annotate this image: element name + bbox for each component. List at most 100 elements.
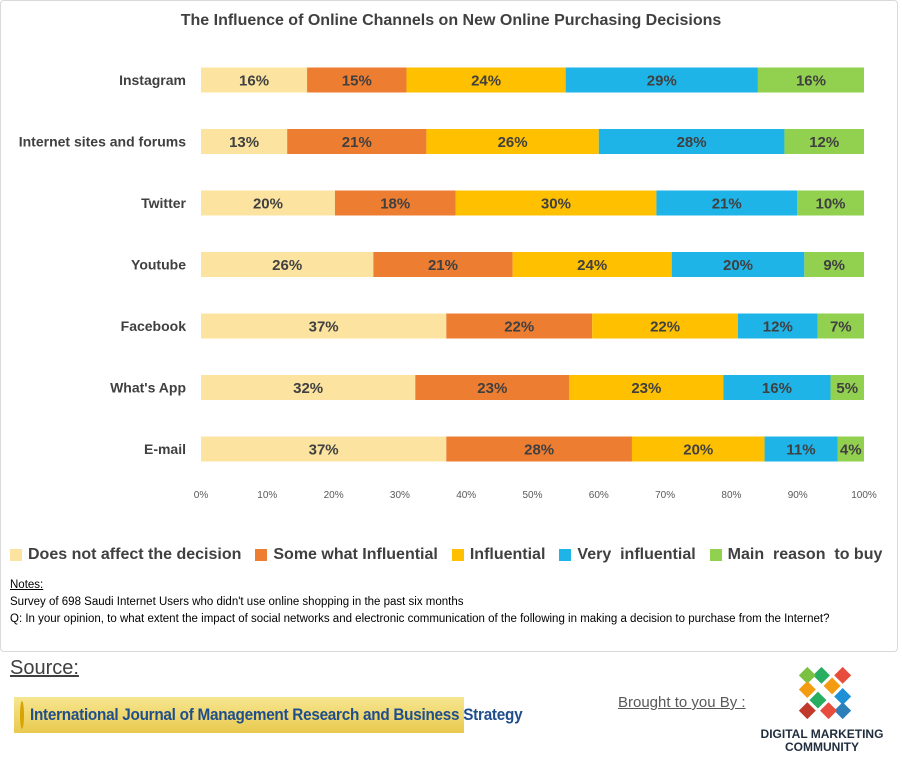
bar-segment	[201, 252, 374, 277]
bar-segment	[446, 436, 632, 462]
bar-segment	[307, 67, 407, 93]
data-label: 21%	[428, 257, 458, 274]
x-tick-label: 0%	[194, 490, 209, 501]
logo-text-line2: COMMUNITY	[785, 740, 859, 754]
chart-frame	[0, 0, 898, 652]
bar-segment	[201, 190, 335, 216]
data-label: 16%	[239, 73, 269, 90]
legend-item: Influential	[451, 546, 546, 564]
bar-segment	[631, 436, 765, 462]
data-label: 37%	[309, 319, 339, 336]
bar-segment	[784, 129, 864, 154]
notes-question-text: Q: In your opinion, to what extent the i…	[10, 613, 830, 625]
data-label: 28%	[524, 442, 554, 459]
bar-segment	[201, 67, 308, 93]
data-label: 20%	[723, 257, 753, 274]
bar-segment	[671, 252, 805, 277]
bar-segment	[426, 129, 599, 154]
bar-segment	[656, 190, 798, 216]
bar-segment	[415, 375, 570, 400]
logo-text-line1: DIGITAL MARKETING	[760, 727, 884, 741]
category-label: Internet sites and forums	[19, 134, 186, 150]
notes-title: Notes:	[10, 579, 44, 591]
notes-survey-text: Survey of 698 Saudi Internet Users who d…	[10, 596, 464, 608]
bar-segment	[569, 375, 724, 400]
data-label: 23%	[631, 380, 661, 397]
legend-swatch	[559, 549, 572, 561]
legend-item: Main reason to buy	[709, 546, 883, 564]
x-tick-label: 60%	[589, 490, 609, 501]
bar-segment	[512, 252, 672, 277]
bar-segment	[565, 67, 758, 93]
x-tick-label: 100%	[851, 490, 877, 501]
data-label: 15%	[342, 73, 372, 90]
data-label: 28%	[677, 134, 707, 151]
data-label: 24%	[577, 257, 607, 274]
legend-label: Very influential	[577, 546, 696, 563]
data-label: 9%	[823, 257, 845, 274]
category-label: Instagram	[119, 72, 186, 88]
data-label: 16%	[796, 73, 826, 90]
bar-segment	[738, 313, 818, 339]
bar-segment	[201, 375, 416, 400]
x-tick-label: 50%	[522, 490, 542, 501]
data-label: 21%	[712, 196, 742, 213]
category-label: Youtube	[131, 257, 186, 273]
bar-segment	[723, 375, 831, 400]
brought-by-text: Brought to you By :	[618, 694, 746, 711]
category-label: Facebook	[121, 318, 187, 334]
data-label: 20%	[683, 442, 713, 459]
category-label: E-mail	[144, 441, 186, 457]
legend-label: Some what Influential	[273, 546, 438, 563]
data-label: 5%	[836, 380, 858, 397]
data-label: 11%	[786, 442, 815, 459]
legend-item: Some what Influential	[255, 546, 438, 564]
x-tick-label: 90%	[788, 490, 808, 501]
bar-segment	[592, 313, 739, 339]
bar-segment	[797, 190, 864, 216]
category-label: Twitter	[141, 195, 186, 211]
data-label: 10%	[815, 196, 845, 213]
bar-segment	[804, 252, 864, 277]
source-label: Source:	[10, 657, 79, 679]
data-label: 20%	[253, 196, 283, 213]
x-tick-label: 20%	[324, 490, 344, 501]
bar-segment	[201, 436, 447, 462]
data-label: 16%	[762, 380, 792, 397]
data-label: 22%	[504, 319, 534, 336]
bar-segment	[598, 129, 785, 154]
digital-marketing-community-logo-icon[interactable]	[790, 658, 860, 728]
data-label: 4%	[840, 442, 862, 459]
x-tick-label: 30%	[390, 490, 410, 501]
globe-icon	[20, 701, 24, 729]
data-label: 12%	[763, 319, 793, 336]
logo-text: DIGITAL MARKETING COMMUNITY	[752, 728, 892, 754]
legend-swatch	[10, 549, 22, 561]
data-label: 18%	[380, 196, 410, 213]
x-tick-label: 80%	[721, 490, 741, 501]
legend-label: Influential	[469, 546, 546, 563]
bar-segment	[406, 67, 566, 93]
data-label: 24%	[471, 73, 501, 90]
bar-segment	[334, 190, 456, 216]
bar-segment	[201, 129, 288, 154]
data-label: 26%	[498, 134, 528, 151]
legend-label: Main reason to buy	[727, 546, 883, 563]
chart-plot: Instagram 16% 15% 24% 29% 16% Internet sites a…	[19, 67, 877, 501]
bar-segment	[446, 313, 593, 339]
chart-title: The Influence of Online Channels on New …	[180, 12, 722, 29]
data-label: 23%	[477, 380, 507, 397]
journal-banner[interactable]: International Journal of Management Rese…	[14, 697, 523, 733]
data-label: 32%	[293, 380, 323, 397]
data-label: 7%	[830, 319, 852, 336]
bar-segment	[757, 67, 864, 93]
data-label: 37%	[309, 442, 339, 459]
bar-segment	[455, 190, 657, 216]
legend-swatch	[709, 549, 722, 561]
data-label: 30%	[541, 196, 571, 213]
x-tick-label: 70%	[655, 490, 675, 501]
notes-block: Notes: Survey of 698 Saudi Internet User…	[10, 577, 830, 628]
bar-segment	[837, 436, 864, 462]
legend-item: Does not affect the decision	[10, 546, 241, 564]
legend-item: Very influential	[559, 546, 696, 564]
